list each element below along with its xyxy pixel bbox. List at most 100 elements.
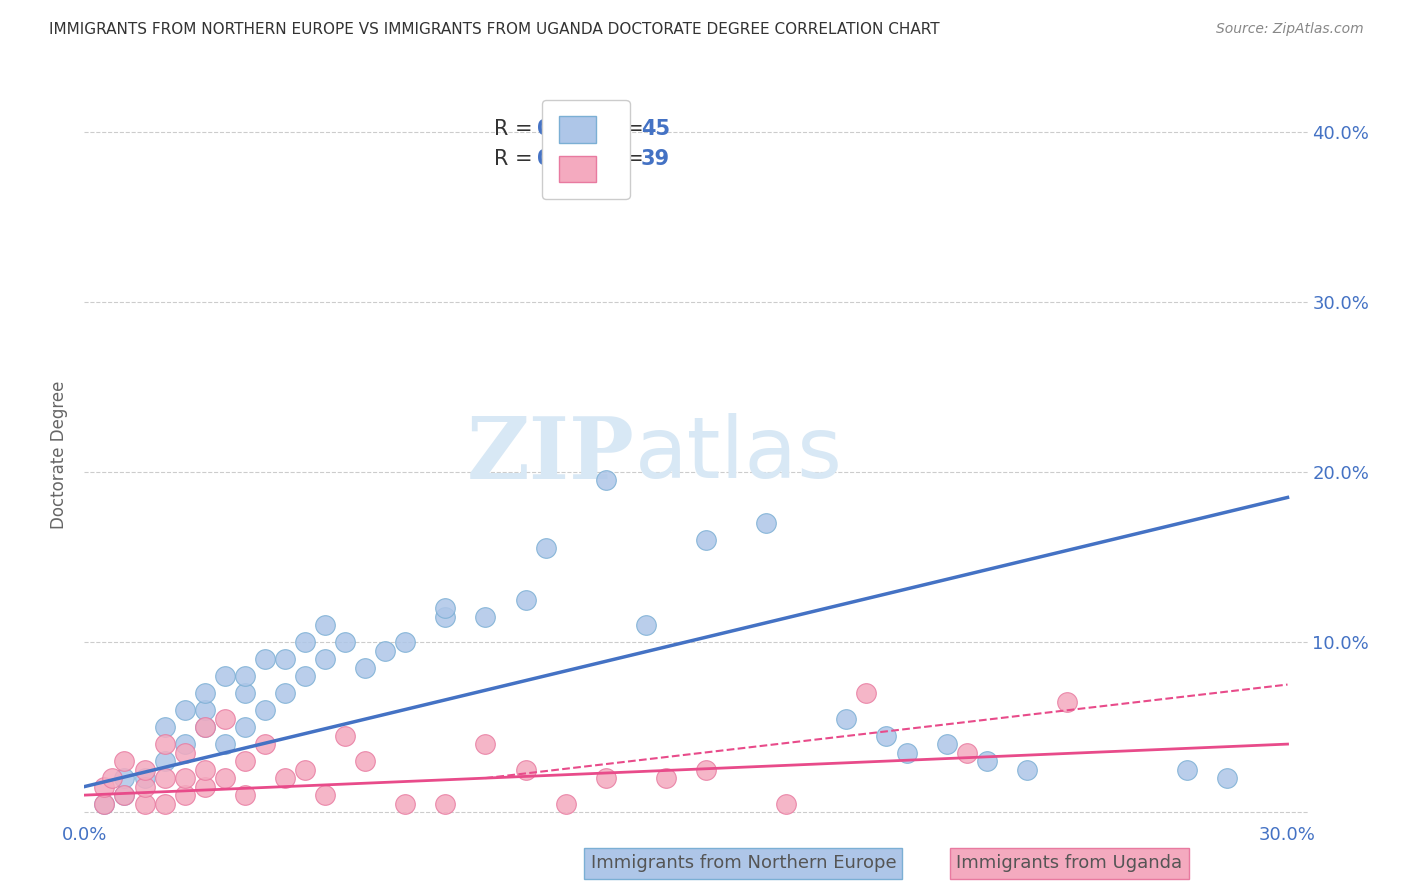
Text: Source: ZipAtlas.com: Source: ZipAtlas.com bbox=[1216, 22, 1364, 37]
Point bbox=[153, 720, 176, 734]
Text: 39: 39 bbox=[641, 149, 671, 169]
Point bbox=[173, 703, 195, 717]
Point bbox=[1216, 771, 1239, 785]
Text: N =: N = bbox=[605, 149, 651, 169]
Point bbox=[153, 737, 176, 751]
Point bbox=[134, 780, 156, 794]
Point bbox=[153, 771, 176, 785]
Point bbox=[274, 771, 297, 785]
Point bbox=[233, 686, 256, 700]
Point bbox=[434, 797, 457, 811]
Point bbox=[233, 669, 256, 683]
Point bbox=[253, 652, 276, 666]
Point bbox=[896, 746, 918, 760]
Point bbox=[394, 635, 416, 649]
Point bbox=[695, 533, 717, 547]
Legend: , : , bbox=[543, 100, 630, 199]
Point bbox=[173, 788, 195, 802]
Point bbox=[214, 669, 236, 683]
Point bbox=[294, 635, 316, 649]
Point bbox=[976, 754, 998, 768]
Point bbox=[1056, 695, 1078, 709]
Point bbox=[333, 635, 356, 649]
Point bbox=[233, 754, 256, 768]
Point bbox=[956, 746, 979, 760]
Point bbox=[314, 652, 336, 666]
Point bbox=[194, 780, 217, 794]
Text: Immigrants from Northern Europe: Immigrants from Northern Europe bbox=[591, 855, 896, 872]
Point bbox=[194, 703, 217, 717]
Point bbox=[194, 686, 217, 700]
Text: Immigrants from Uganda: Immigrants from Uganda bbox=[956, 855, 1182, 872]
Point bbox=[595, 474, 617, 488]
Point bbox=[434, 609, 457, 624]
Point bbox=[515, 592, 537, 607]
Point bbox=[274, 686, 297, 700]
Point bbox=[134, 763, 156, 777]
Point bbox=[775, 797, 797, 811]
Point bbox=[153, 754, 176, 768]
Point bbox=[835, 712, 858, 726]
Point bbox=[1015, 763, 1038, 777]
Point bbox=[93, 797, 115, 811]
Point bbox=[134, 771, 156, 785]
Point bbox=[333, 729, 356, 743]
Point bbox=[855, 686, 877, 700]
Point bbox=[434, 601, 457, 615]
Point bbox=[534, 541, 557, 556]
Point bbox=[93, 780, 115, 794]
Point bbox=[1175, 763, 1198, 777]
Point bbox=[274, 652, 297, 666]
Point bbox=[173, 746, 195, 760]
Point bbox=[233, 720, 256, 734]
Y-axis label: Doctorate Degree: Doctorate Degree bbox=[51, 381, 69, 529]
Point bbox=[875, 729, 897, 743]
Point bbox=[114, 788, 136, 802]
Point bbox=[394, 797, 416, 811]
Point bbox=[294, 669, 316, 683]
Point bbox=[354, 660, 377, 674]
Point bbox=[755, 516, 778, 530]
Point bbox=[214, 712, 236, 726]
Text: atlas: atlas bbox=[636, 413, 842, 497]
Text: IMMIGRANTS FROM NORTHERN EUROPE VS IMMIGRANTS FROM UGANDA DOCTORATE DEGREE CORRE: IMMIGRANTS FROM NORTHERN EUROPE VS IMMIG… bbox=[49, 22, 939, 37]
Point bbox=[354, 754, 377, 768]
Point bbox=[695, 763, 717, 777]
Point bbox=[253, 703, 276, 717]
Text: 0.122: 0.122 bbox=[537, 149, 603, 169]
Point bbox=[253, 737, 276, 751]
Point bbox=[655, 771, 678, 785]
Point bbox=[173, 771, 195, 785]
Point bbox=[114, 771, 136, 785]
Point bbox=[101, 771, 124, 785]
Point bbox=[935, 737, 957, 751]
Text: N =: N = bbox=[605, 120, 651, 139]
Point bbox=[93, 797, 115, 811]
Text: R =: R = bbox=[494, 149, 546, 169]
Text: ZIP: ZIP bbox=[467, 413, 636, 497]
Point bbox=[554, 797, 576, 811]
Point bbox=[374, 643, 396, 657]
Point bbox=[194, 763, 217, 777]
Text: 45: 45 bbox=[641, 120, 671, 139]
Point bbox=[214, 737, 236, 751]
Point bbox=[474, 609, 496, 624]
Point bbox=[153, 797, 176, 811]
Point bbox=[314, 788, 336, 802]
Point bbox=[314, 618, 336, 632]
Point bbox=[114, 788, 136, 802]
Point bbox=[634, 618, 657, 632]
Point bbox=[173, 737, 195, 751]
Point bbox=[233, 788, 256, 802]
Point bbox=[134, 797, 156, 811]
Text: R =: R = bbox=[494, 120, 540, 139]
Text: 0.533: 0.533 bbox=[537, 120, 603, 139]
Point bbox=[194, 720, 217, 734]
Point bbox=[214, 771, 236, 785]
Point bbox=[194, 720, 217, 734]
Point bbox=[114, 754, 136, 768]
Point bbox=[474, 737, 496, 751]
Point bbox=[294, 763, 316, 777]
Point bbox=[515, 763, 537, 777]
Point bbox=[595, 771, 617, 785]
